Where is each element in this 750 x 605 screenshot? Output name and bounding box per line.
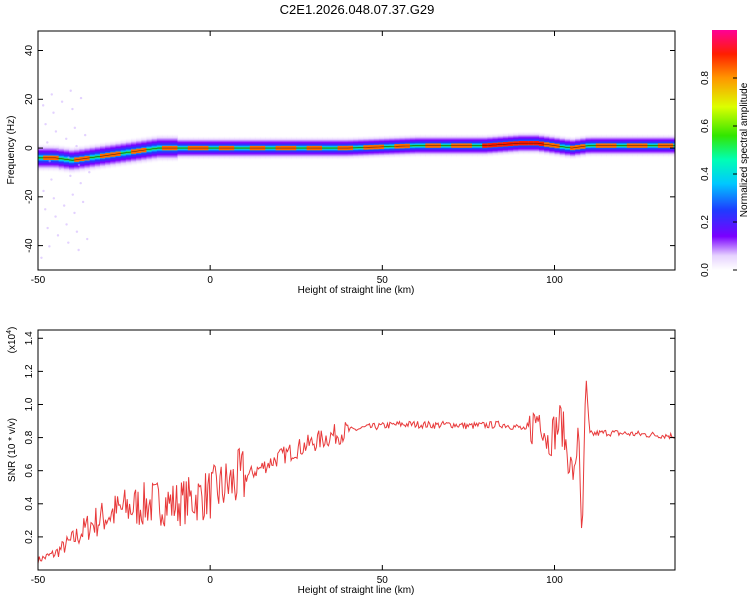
- spectral-band: [38, 89, 675, 260]
- y-tick-label: 20: [24, 93, 35, 105]
- y-tick-label: 0.4: [24, 496, 35, 510]
- snr-x-label: Height of straight line (km): [298, 585, 415, 596]
- noise-speckle: [54, 215, 57, 218]
- x-tick-label: 50: [377, 575, 389, 586]
- x-tick-label: 100: [546, 575, 563, 586]
- svg-text:(x104): (x104): [6, 327, 18, 354]
- noise-speckle: [46, 226, 49, 230]
- noise-speckle: [44, 122, 47, 126]
- noise-speckle: [48, 160, 51, 163]
- snr-x-ticks: -50 0 50 100: [31, 330, 563, 586]
- snr-frame: [37, 329, 676, 571]
- spectrogram-frame: [37, 30, 676, 271]
- colorbar-tick-label: 0.6: [700, 119, 711, 133]
- x-tick-label: 0: [207, 275, 213, 286]
- noise-speckle: [42, 189, 45, 193]
- x-tick-label: 100: [546, 275, 563, 286]
- ridge-line: [38, 142, 675, 161]
- noise-speckle: [81, 200, 85, 204]
- noise-speckle: [88, 171, 91, 174]
- noise-speckle: [50, 93, 53, 96]
- noise-speckle: [52, 197, 56, 200]
- noise-speckle: [77, 248, 80, 252]
- colorbar-label: Normalized spectral amplitude: [739, 82, 750, 217]
- noise-speckle: [77, 163, 81, 167]
- y-tick-label: 0: [24, 145, 35, 151]
- y-tick-label: -40: [24, 238, 35, 253]
- spectrogram-y-label: Frequency (Hz): [6, 116, 17, 185]
- snr-y-multiplier: (x104): [6, 327, 18, 354]
- noise-speckle: [71, 193, 74, 196]
- noise-speckle: [75, 230, 79, 233]
- noise-speckle: [40, 256, 43, 260]
- x-tick-label: -50: [31, 575, 46, 586]
- colorbar-tick-label: 0.8: [700, 71, 711, 85]
- noise-speckle: [73, 126, 77, 130]
- noise-speckle: [71, 107, 74, 111]
- noise-speckle: [60, 100, 64, 103]
- noise-speckle: [69, 89, 72, 92]
- noise-speckle: [69, 174, 72, 178]
- colorbar-tick-label: 0.4: [700, 167, 711, 181]
- y-tick-label: 1.4: [24, 331, 35, 345]
- y-tick-label: 0.6: [24, 463, 35, 477]
- snr-panel: -50 0 50 100 0.2 0.4 0.6 0.8 1.0 1.2 1.4 Height o…: [6, 327, 676, 596]
- y-tick-label: 0.2: [24, 530, 35, 544]
- noise-speckle: [56, 148, 59, 151]
- noise-speckle: [75, 144, 78, 148]
- snr-y-label: SNR (10 * v/v): [7, 418, 18, 482]
- colorbar: 0.0 0.2 0.4 0.6 0.8 Normalized spectral ampl…: [700, 30, 750, 277]
- colorbar-ticks: 0.0 0.2 0.4 0.6 0.8: [700, 71, 737, 277]
- noise-speckle: [48, 245, 51, 248]
- snr-y-ticks: 0.2 0.4 0.6 0.8 1.0 1.2 1.4: [24, 331, 675, 544]
- noise-speckle: [79, 181, 82, 185]
- x-tick-label: 0: [207, 575, 213, 586]
- noise-speckle: [67, 156, 70, 159]
- noise-speckle: [83, 133, 87, 137]
- snr-y-multiplier-base: (x10: [7, 333, 18, 353]
- y-tick-label: -20: [24, 189, 35, 204]
- noise-speckle: [65, 137, 68, 140]
- y-tick-label: 0.8: [24, 430, 35, 444]
- chart-title: C2E1.2026.048.07.37.G29: [279, 2, 435, 17]
- x-tick-label: -50: [31, 275, 46, 286]
- colorbar-tick-label: 0.2: [700, 215, 711, 229]
- noise-speckle: [73, 211, 76, 215]
- noise-speckle: [46, 141, 49, 144]
- y-tick-label: 1.2: [24, 364, 35, 378]
- noise-speckle: [67, 241, 70, 244]
- noise-speckle: [50, 178, 53, 181]
- noise-speckle: [62, 204, 66, 207]
- noise-speckle: [54, 130, 58, 133]
- noise-speckle: [44, 208, 47, 211]
- colorbar-gradient: [712, 30, 737, 270]
- noise-speckle: [65, 223, 68, 226]
- noise-speckle: [86, 237, 89, 241]
- noise-speckle: [56, 234, 60, 237]
- noise-speckle: [58, 167, 62, 170]
- noise-speckle: [52, 111, 55, 114]
- spectrogram-panel: -50 0 50 100 -40 -20 0 20 40 Height of straight…: [6, 30, 676, 296]
- colorbar-tick-label: 0.0: [700, 263, 711, 277]
- y-tick-label: 40: [24, 45, 35, 57]
- spectrogram-x-label: Height of straight line (km): [298, 285, 415, 296]
- snr-series-line: [38, 380, 675, 564]
- y-tick-label: 1.0: [24, 397, 35, 411]
- snr-y-multiplier-exponent: 4: [6, 330, 13, 334]
- noise-speckle: [79, 96, 83, 100]
- noise-speckle: [41, 104, 45, 107]
- spectrogram-x-ticks: -50 0 50 100: [31, 31, 563, 286]
- x-tick-label: 50: [377, 275, 389, 286]
- spectrogram-y-ticks: -40 -20 0 20 40: [24, 45, 675, 253]
